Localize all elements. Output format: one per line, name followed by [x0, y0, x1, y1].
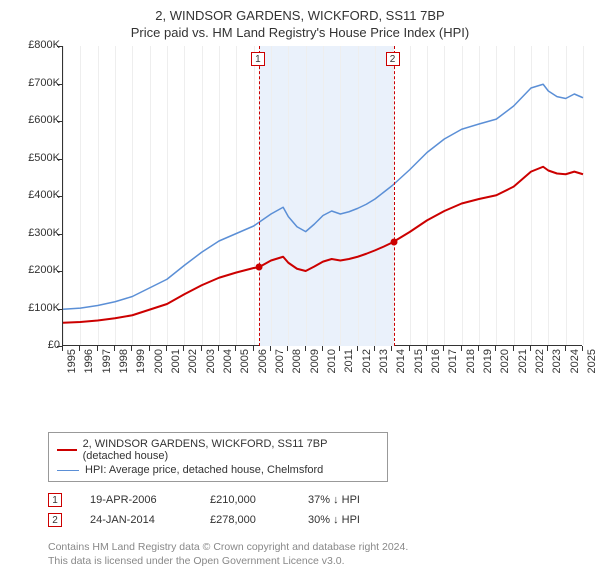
x-tick-label: 2022 — [534, 349, 546, 384]
chart-container: 2, WINDSOR GARDENS, WICKFORD, SS11 7BP P… — [0, 0, 600, 560]
x-tick-label: 2012 — [361, 349, 373, 384]
x-tick-label: 2010 — [326, 349, 338, 384]
x-tick-label: 2014 — [395, 349, 407, 384]
sales-table: 1 19-APR-2006 £210,000 37% ↓ HPI 2 24-JA… — [48, 490, 590, 530]
x-tick-label: 2008 — [291, 349, 303, 384]
y-tick-label: £200K — [12, 264, 60, 276]
x-tick-label: 2020 — [499, 349, 511, 384]
series-hpi — [63, 84, 583, 309]
x-tick-label: 2024 — [569, 349, 581, 384]
sale-marker-1: 1 — [48, 493, 62, 507]
legend: 2, WINDSOR GARDENS, WICKFORD, SS11 7BP (… — [48, 432, 388, 482]
x-tick-label: 2002 — [187, 349, 199, 384]
x-tick-label: 2001 — [170, 349, 182, 384]
y-tick-label: £400K — [12, 189, 60, 201]
x-tick-label: 2019 — [482, 349, 494, 384]
sale-marker-flag-2: 2 — [386, 52, 400, 66]
series-lines — [63, 46, 583, 346]
chart-area: 12 1995199619971998199920002001200220032… — [10, 46, 590, 386]
x-tick-label: 1996 — [83, 349, 95, 384]
x-tick-label: 2017 — [447, 349, 459, 384]
sale-price: £210,000 — [210, 494, 280, 506]
x-tick-label: 2021 — [517, 349, 529, 384]
sale-price: £278,000 — [210, 514, 280, 526]
x-tick-label: 2004 — [222, 349, 234, 384]
sale-date: 24-JAN-2014 — [90, 514, 182, 526]
x-tick-label: 2011 — [343, 349, 355, 384]
y-tick-label: £300K — [12, 227, 60, 239]
x-tick-label: 1998 — [118, 349, 130, 384]
sale-dot-1 — [255, 264, 262, 271]
x-tick-label: 2015 — [413, 349, 425, 384]
y-tick-label: £100K — [12, 302, 60, 314]
x-tick-label: 2003 — [205, 349, 217, 384]
plot-region: 12 — [62, 46, 582, 346]
y-tick-label: £800K — [12, 39, 60, 51]
x-tick-label: 1995 — [66, 349, 78, 384]
legend-swatch — [57, 449, 77, 451]
legend-swatch — [57, 470, 79, 471]
footer-line-1: Contains HM Land Registry data © Crown c… — [48, 540, 590, 554]
y-tick-label: £500K — [12, 152, 60, 164]
legend-item-hpi: HPI: Average price, detached house, Chel… — [57, 463, 379, 477]
sale-row: 2 24-JAN-2014 £278,000 30% ↓ HPI — [48, 510, 590, 530]
x-tick-label: 1997 — [101, 349, 113, 384]
x-tick-label: 2016 — [430, 349, 442, 384]
x-tick-label: 2006 — [257, 349, 269, 384]
x-tick-label: 2009 — [309, 349, 321, 384]
x-tick-label: 1999 — [135, 349, 147, 384]
footer-line-2: This data is licensed under the Open Gov… — [48, 554, 590, 568]
legend-label: 2, WINDSOR GARDENS, WICKFORD, SS11 7BP (… — [83, 438, 379, 462]
chart-title: 2, WINDSOR GARDENS, WICKFORD, SS11 7BP — [10, 8, 590, 23]
x-tick-label: 2013 — [378, 349, 390, 384]
series-property — [63, 167, 583, 323]
y-tick-label: £600K — [12, 114, 60, 126]
sale-diff: 37% ↓ HPI — [308, 494, 398, 506]
x-tick-label: 2007 — [274, 349, 286, 384]
chart-subtitle: Price paid vs. HM Land Registry's House … — [10, 25, 590, 40]
sale-row: 1 19-APR-2006 £210,000 37% ↓ HPI — [48, 490, 590, 510]
x-tick-label: 2000 — [153, 349, 165, 384]
legend-label: HPI: Average price, detached house, Chel… — [85, 464, 323, 476]
x-tick-label: 2025 — [586, 349, 598, 384]
footer-attribution: Contains HM Land Registry data © Crown c… — [48, 540, 590, 568]
legend-item-property: 2, WINDSOR GARDENS, WICKFORD, SS11 7BP (… — [57, 437, 379, 463]
y-tick-label: £700K — [12, 77, 60, 89]
x-tick-label: 2018 — [465, 349, 477, 384]
x-tick-label: 2023 — [551, 349, 563, 384]
sale-dot-2 — [390, 238, 397, 245]
x-tick-label: 2005 — [239, 349, 251, 384]
sale-date: 19-APR-2006 — [90, 494, 182, 506]
sale-diff: 30% ↓ HPI — [308, 514, 398, 526]
y-tick-label: £0 — [12, 339, 60, 351]
sale-marker-flag-1: 1 — [251, 52, 265, 66]
sale-marker-2: 2 — [48, 513, 62, 527]
